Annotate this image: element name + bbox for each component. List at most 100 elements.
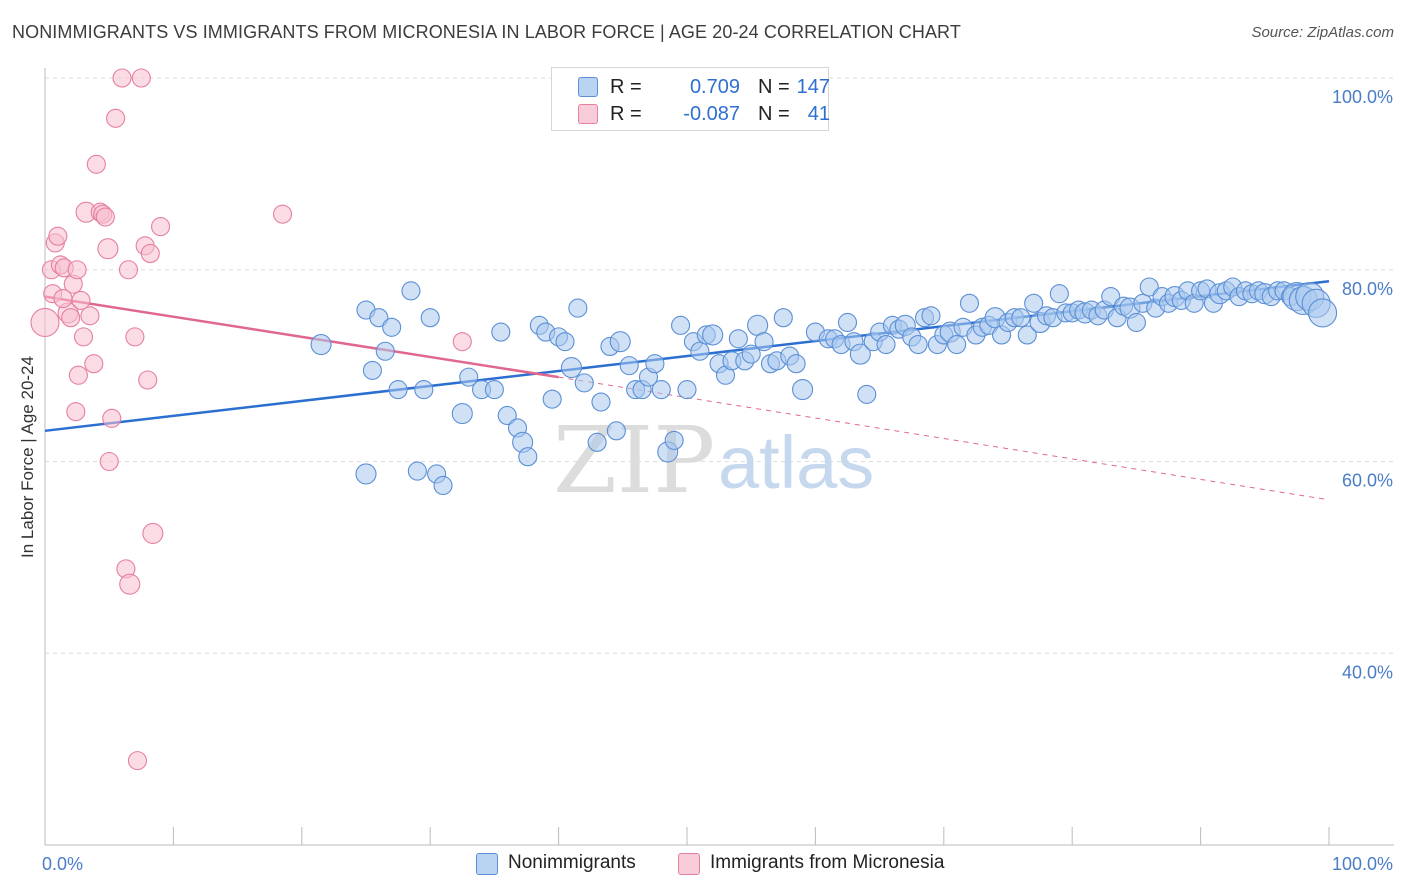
- legend-swatch-pink: [578, 104, 598, 124]
- legend-n-value: 147: [796, 76, 830, 98]
- legend-label: Immigrants from Micronesia: [710, 852, 945, 873]
- legend-label: Nonimmigrants: [508, 852, 636, 873]
- data-point-nonimmigrants: [362, 360, 382, 380]
- legend-n-label: N =: [758, 103, 790, 125]
- data-point-immigrants: [140, 243, 160, 264]
- data-point-immigrants: [73, 327, 94, 347]
- data-point-nonimmigrants: [664, 430, 684, 450]
- data-point-immigrants: [452, 332, 472, 352]
- data-point-nonimmigrants: [876, 334, 896, 355]
- data-point-nonimmigrants: [921, 306, 941, 326]
- legend-r-value: -0.087: [683, 103, 740, 125]
- data-point-immigrants: [119, 573, 141, 595]
- data-point-nonimmigrants: [414, 380, 434, 400]
- data-point-nonimmigrants: [459, 367, 479, 387]
- data-point-immigrants: [84, 354, 104, 374]
- data-point-nonimmigrants: [786, 354, 806, 374]
- data-point-nonimmigrants: [651, 380, 671, 400]
- data-point-nonimmigrants: [451, 403, 473, 425]
- data-point-nonimmigrants: [792, 379, 814, 401]
- data-point-nonimmigrants: [310, 333, 332, 356]
- data-point-immigrants: [48, 226, 68, 246]
- legend-r-label: R =: [610, 103, 642, 125]
- data-point-nonimmigrants: [433, 475, 453, 496]
- watermark-atlas: atlas: [718, 421, 874, 504]
- data-point-immigrants: [106, 108, 126, 128]
- data-point-nonimmigrants: [837, 312, 858, 333]
- data-point-immigrants: [99, 451, 119, 472]
- legend-swatch-blue: [476, 853, 498, 875]
- data-point-nonimmigrants: [491, 322, 511, 342]
- data-point-nonimmigrants: [702, 324, 724, 346]
- data-point-nonimmigrants: [407, 461, 427, 481]
- data-point-nonimmigrants: [619, 356, 639, 376]
- data-point-immigrants: [66, 402, 86, 422]
- data-point-immigrants: [95, 207, 115, 227]
- data-point-nonimmigrants: [542, 389, 562, 409]
- data-point-nonimmigrants: [677, 380, 697, 400]
- legend-n-label: N =: [758, 76, 790, 98]
- data-point-nonimmigrants: [1011, 308, 1031, 328]
- data-point-nonimmigrants: [773, 308, 793, 328]
- data-point-nonimmigrants: [375, 341, 395, 361]
- legend-n-value: 41: [807, 103, 830, 125]
- data-point-immigrants: [102, 408, 122, 428]
- y-tick-label: 100.0%: [1332, 87, 1393, 107]
- data-point-nonimmigrants: [555, 332, 575, 352]
- data-point-nonimmigrants: [420, 308, 440, 328]
- data-point-nonimmigrants: [518, 447, 538, 467]
- data-point-nonimmigrants: [497, 405, 517, 426]
- points-nonimmigrants: [310, 277, 1338, 496]
- y-tick-label: 60.0%: [1342, 471, 1393, 491]
- legend-r-value: 0.709: [689, 76, 740, 98]
- legend-swatch-blue: [578, 77, 598, 97]
- data-point-nonimmigrants: [382, 317, 402, 337]
- data-point-nonimmigrants: [1101, 287, 1121, 307]
- y-tick-label: 80.0%: [1342, 279, 1393, 299]
- data-point-immigrants: [30, 307, 60, 338]
- data-point-nonimmigrants: [591, 392, 611, 412]
- data-point-immigrants: [67, 260, 87, 280]
- data-point-nonimmigrants: [568, 298, 588, 318]
- data-point-nonimmigrants: [1126, 312, 1146, 333]
- watermark: ZIP atlas: [553, 407, 874, 514]
- x-tick-label: 100.0%: [1332, 854, 1393, 874]
- data-point-immigrants: [272, 204, 293, 224]
- data-point-immigrants: [80, 306, 100, 326]
- data-point-nonimmigrants: [609, 331, 631, 353]
- source-credit: Source: ZipAtlas.com: [1251, 24, 1394, 41]
- data-point-nonimmigrants: [741, 344, 761, 364]
- correlation-legend: R = 0.709 N = 147 R = -0.087 N = 41: [551, 67, 830, 131]
- data-point-nonimmigrants: [401, 281, 421, 301]
- data-point-immigrants: [61, 308, 81, 328]
- axes: [44, 68, 1394, 846]
- data-point-nonimmigrants: [1308, 298, 1338, 328]
- data-point-nonimmigrants: [587, 432, 607, 452]
- data-point-nonimmigrants: [1049, 284, 1069, 304]
- data-point-nonimmigrants: [1024, 293, 1044, 313]
- data-point-immigrants: [112, 68, 132, 88]
- data-point-immigrants: [97, 238, 119, 260]
- data-point-immigrants: [118, 260, 139, 280]
- data-point-nonimmigrants: [1139, 277, 1159, 297]
- data-point-immigrants: [142, 522, 164, 544]
- x-tick-label: 0.0%: [42, 854, 83, 874]
- data-point-nonimmigrants: [1017, 325, 1037, 345]
- data-point-immigrants: [125, 327, 145, 347]
- data-point-immigrants: [53, 288, 73, 309]
- chart-title: NONIMMIGRANTS VS IMMIGRANTS FROM MICRONE…: [12, 22, 961, 42]
- data-point-nonimmigrants: [671, 315, 691, 335]
- y-tick-label: 40.0%: [1342, 662, 1393, 682]
- data-point-immigrants: [151, 217, 171, 237]
- data-point-immigrants: [68, 365, 88, 385]
- data-point-nonimmigrants: [908, 334, 928, 355]
- data-point-immigrants: [86, 154, 106, 174]
- data-point-nonimmigrants: [947, 334, 967, 355]
- y-axis-label: In Labor Force | Age 20-24: [18, 356, 37, 558]
- data-point-immigrants: [138, 370, 158, 390]
- data-point-nonimmigrants: [355, 463, 377, 485]
- series-legend: Nonimmigrants Immigrants from Micronesia: [0, 852, 1406, 878]
- data-point-nonimmigrants: [728, 329, 748, 349]
- data-point-nonimmigrants: [645, 354, 665, 374]
- points-immigrants: [30, 68, 472, 771]
